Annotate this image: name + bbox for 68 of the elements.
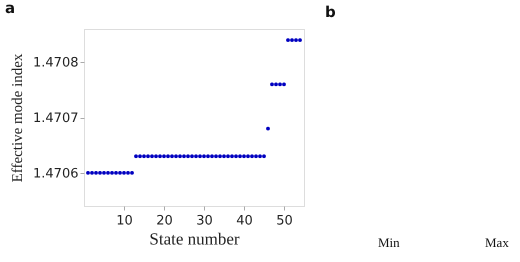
- y-tick-label: 1.4707: [33, 111, 78, 126]
- point: [178, 154, 182, 158]
- point: [130, 170, 134, 175]
- point: [86, 170, 90, 175]
- point: [198, 154, 202, 158]
- point: [218, 154, 222, 158]
- point: [158, 154, 162, 158]
- point: [230, 154, 234, 158]
- x-tick-label: 10: [116, 214, 133, 228]
- point: [150, 154, 154, 158]
- point: [238, 154, 242, 158]
- point: [194, 154, 198, 158]
- x-axis-title: State number: [149, 230, 240, 248]
- point: [286, 38, 290, 42]
- point: [222, 154, 226, 158]
- text: b: [325, 3, 336, 21]
- point: [298, 38, 302, 42]
- point: [162, 154, 166, 158]
- text: a: [5, 0, 16, 17]
- text: Min: [378, 235, 400, 250]
- point: [94, 170, 98, 175]
- point: [102, 170, 106, 175]
- point: [90, 170, 94, 175]
- point: [282, 82, 286, 86]
- point: [278, 82, 282, 86]
- point: [114, 170, 118, 175]
- point: [190, 154, 194, 158]
- point: [206, 154, 210, 158]
- point: [214, 154, 218, 158]
- point: [266, 126, 270, 130]
- point: [166, 154, 170, 158]
- point: [106, 170, 110, 175]
- point: [226, 154, 230, 158]
- text: Max: [485, 235, 510, 250]
- point: [98, 170, 102, 175]
- y-axis-title: Effective mode index: [10, 53, 26, 182]
- point: [262, 154, 266, 158]
- point: [170, 154, 174, 158]
- point: [110, 170, 114, 175]
- point: [122, 170, 126, 175]
- point: [118, 170, 122, 175]
- point: [234, 154, 238, 158]
- point: [254, 154, 258, 158]
- x-tick-label: 30: [196, 214, 213, 228]
- point: [142, 154, 146, 158]
- point: [202, 154, 206, 158]
- point: [294, 38, 298, 42]
- point: [250, 154, 254, 158]
- x-tick-label: 40: [236, 214, 253, 228]
- point: [246, 154, 250, 158]
- point: [274, 82, 278, 86]
- x-tick-label: 20: [156, 214, 173, 228]
- y-tick-label: 1.4708: [33, 56, 78, 71]
- point: [210, 154, 214, 158]
- point: [258, 154, 262, 158]
- point: [146, 154, 150, 158]
- point: [290, 38, 294, 42]
- x-tick-label: 50: [276, 214, 293, 228]
- y-tick-label: 1.4706: [33, 166, 78, 182]
- point: [174, 154, 178, 158]
- point: [242, 154, 246, 158]
- point: [126, 170, 130, 175]
- point: [182, 154, 186, 158]
- point: [134, 154, 138, 158]
- point: [154, 154, 158, 158]
- point: [270, 82, 274, 86]
- point: [186, 154, 190, 158]
- point: [138, 154, 142, 158]
